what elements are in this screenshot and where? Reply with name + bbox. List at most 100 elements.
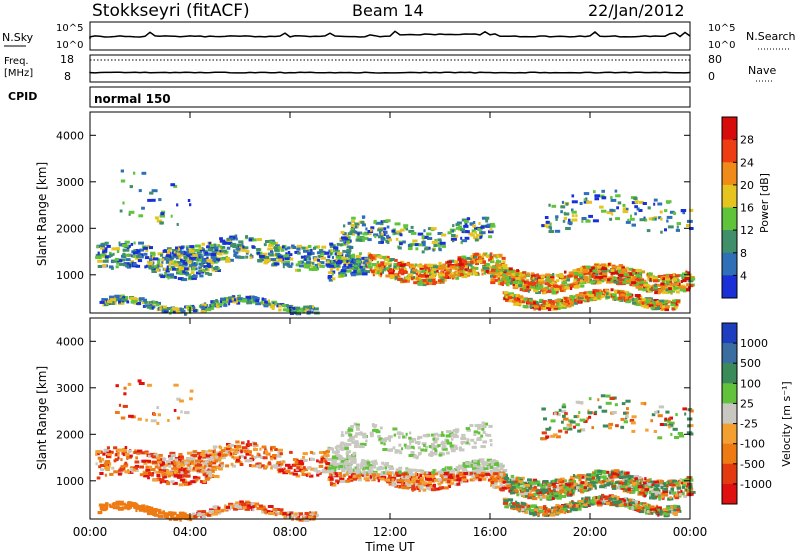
- echo-cell: [418, 243, 423, 247]
- echo-cell: [595, 292, 599, 296]
- echo-cell: [571, 208, 574, 212]
- echo-cell: [129, 454, 133, 458]
- echo-cell: [331, 272, 334, 276]
- echo-cell: [508, 299, 512, 303]
- echo-cell: [518, 275, 524, 278]
- echo-cell: [362, 462, 368, 466]
- echo-cell: [470, 269, 476, 273]
- echo-cell: [500, 278, 507, 282]
- echo-cell: [628, 267, 634, 271]
- echo-cell: [273, 246, 278, 250]
- echo-cell: [208, 247, 212, 251]
- echo-cell: [468, 464, 472, 468]
- echo-cell: [423, 471, 426, 475]
- echo-cell: [473, 253, 477, 256]
- echo-cell: [158, 470, 164, 474]
- echo-cell: [518, 295, 524, 299]
- echo-cell: [594, 486, 597, 490]
- echo-cell: [422, 240, 426, 244]
- echo-cell: [644, 477, 647, 481]
- echo-cell: [348, 478, 354, 482]
- echo-cell: [204, 267, 208, 271]
- echo-cell: [215, 459, 219, 463]
- echo-cell: [653, 299, 659, 302]
- echo-cell: [238, 294, 241, 298]
- echo-cell: [238, 240, 244, 244]
- echo-cell: [309, 261, 313, 265]
- echo-cell: [107, 462, 112, 466]
- echo-cell: [403, 226, 407, 230]
- echo-cell: [449, 265, 456, 269]
- echo-cell: [355, 260, 361, 264]
- echo-cell: [296, 247, 301, 251]
- echo-cell: [219, 249, 223, 253]
- echo-cell: [262, 456, 268, 460]
- echo-cell: [402, 240, 406, 244]
- echo-cell: [486, 265, 490, 268]
- echo-cell: [145, 248, 149, 252]
- echo-cell: [224, 303, 227, 307]
- echo-cell: [634, 205, 638, 209]
- echo-cell: [377, 255, 383, 259]
- echo-cell: [264, 449, 268, 453]
- echo-cell: [316, 473, 320, 477]
- echo-cell: [232, 300, 238, 304]
- echo-cell: [211, 303, 214, 307]
- echo-cell: [356, 474, 361, 478]
- echo-cell: [588, 293, 594, 297]
- echo-cell: [345, 466, 352, 470]
- y-tick-label: 1000: [56, 269, 84, 282]
- echo-cell: [166, 463, 171, 467]
- echo-cell: [157, 258, 161, 262]
- echo-cell: [225, 447, 232, 451]
- colorbar-segment: [722, 117, 737, 141]
- echo-cell: [678, 285, 684, 289]
- echo-cell: [345, 265, 352, 269]
- echo-cell: [343, 462, 350, 466]
- echo-cell: [418, 489, 421, 493]
- echo-cell: [465, 230, 470, 234]
- echo-cell: [113, 247, 117, 251]
- echo-cell: [202, 479, 207, 483]
- echo-cell: [605, 470, 610, 474]
- echo-cell: [477, 227, 483, 231]
- echo-cell: [647, 278, 650, 281]
- echo-cell: [658, 288, 663, 292]
- echo-cell: [653, 279, 659, 283]
- echo-cell: [310, 265, 315, 269]
- echo-cell: [343, 263, 347, 267]
- echo-cell: [466, 464, 470, 468]
- echo-cell: [515, 301, 519, 305]
- echo-cell: [615, 217, 620, 221]
- echo-cell: [380, 232, 384, 236]
- echo-cell: [340, 270, 346, 274]
- echo-cell: [319, 252, 325, 256]
- echo-cell: [244, 459, 250, 463]
- echo-cell: [143, 474, 149, 478]
- echo-cell: [595, 281, 602, 285]
- echo-cell: [159, 263, 163, 267]
- echo-cell: [180, 251, 185, 255]
- echo-cell: [545, 301, 549, 305]
- echo-cell: [226, 246, 231, 250]
- echo-cell: [240, 450, 243, 454]
- echo-cell: [615, 194, 621, 198]
- echo-cell: [235, 444, 241, 448]
- echo-cell: [497, 277, 501, 281]
- echo-cell: [462, 462, 466, 465]
- echo-cell: [261, 298, 267, 302]
- echo-cell: [576, 484, 581, 488]
- echo-cell: [582, 281, 587, 284]
- echo-cell: [339, 477, 345, 481]
- power-colorbar-label: Power [dB]: [758, 173, 771, 233]
- echo-cell: [278, 469, 284, 473]
- echo-cell: [389, 274, 395, 278]
- echo-cell: [178, 453, 183, 456]
- echo-cell: [617, 269, 624, 273]
- echo-cell: [647, 274, 651, 278]
- echo-cell: [313, 257, 319, 261]
- echo-cell: [201, 303, 207, 307]
- echo-cell: [489, 228, 493, 232]
- echo-cell: [660, 284, 665, 288]
- echo-cell: [157, 261, 161, 265]
